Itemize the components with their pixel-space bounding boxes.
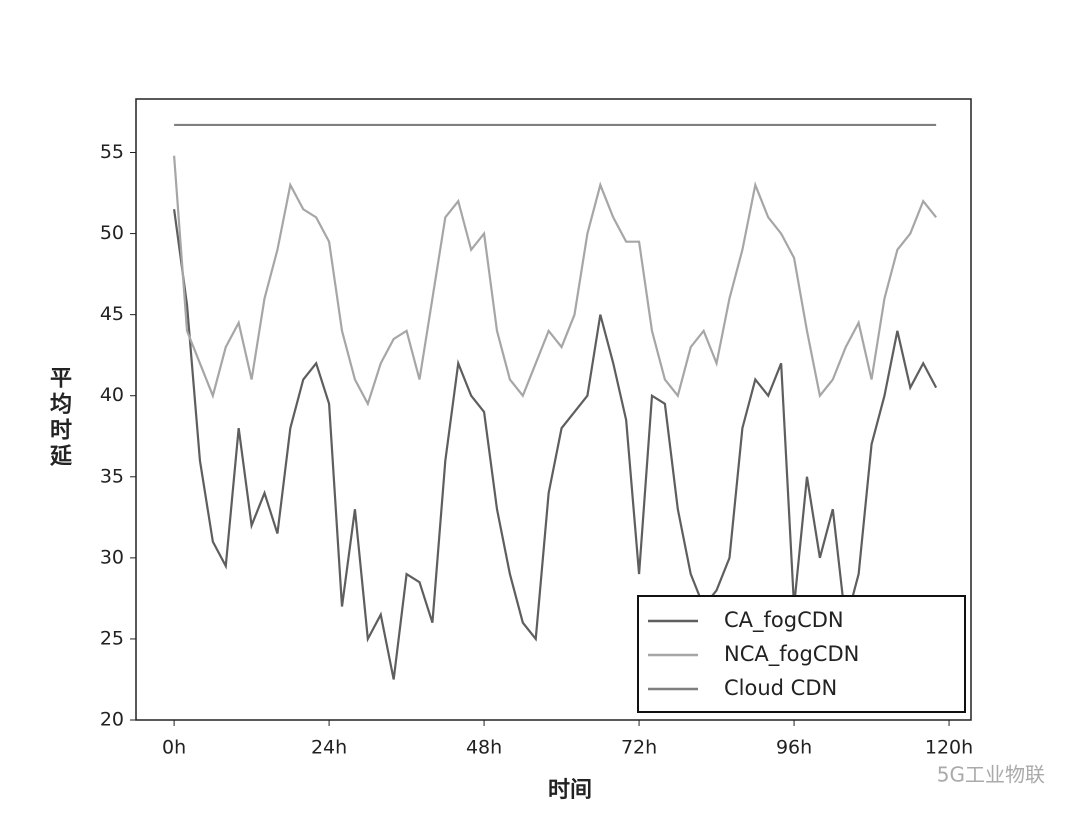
x-tick-label: 24h [311,737,347,759]
plot-frame [135,98,972,721]
series-line [173,155,937,407]
series-line [173,209,938,680]
x-tick-label: 48h [466,737,502,759]
x-tick-label: 72h [621,737,657,759]
y-tick-label: 50 [100,222,124,244]
watermark: 5G工业物联 [937,763,1045,787]
x-axis-label: 时间 [548,778,592,803]
y-axis-label: 平均时延 [46,366,73,470]
legend-label: NCA_fogCDN [724,642,859,667]
y-tick-label: 35 [100,465,124,487]
y-tick-label: 30 [100,546,124,568]
y-tick-label: 45 [100,303,124,325]
legend-label: CA_fogCDN [724,608,844,633]
x-tick-label: 120h [925,737,973,759]
x-tick-label: 96h [776,737,812,759]
legend-label: Cloud CDN [724,676,837,700]
x-tick-label: 0h [162,737,186,759]
y-tick-label: 40 [100,384,124,406]
y-tick-label: 55 [100,141,124,163]
y-tick-label: 20 [100,709,124,731]
y-tick-label: 25 [100,627,124,649]
